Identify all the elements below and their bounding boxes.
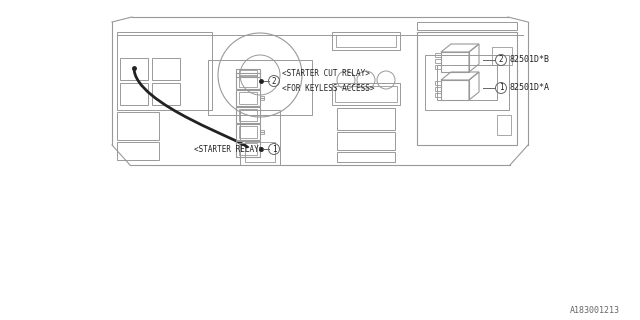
Bar — [117, 32, 212, 110]
Text: 1: 1 — [499, 84, 503, 92]
Bar — [425, 55, 509, 110]
Bar — [435, 93, 441, 97]
Bar — [236, 141, 260, 157]
Text: 1: 1 — [272, 145, 276, 154]
Bar — [120, 58, 148, 80]
Bar — [239, 70, 257, 76]
Bar — [336, 35, 396, 47]
Text: <STARTER RELAY>: <STARTER RELAY> — [194, 145, 264, 154]
Bar — [417, 22, 517, 30]
Text: <FOR KEYLESS ACCESS>: <FOR KEYLESS ACCESS> — [282, 84, 374, 93]
Bar — [239, 75, 257, 87]
Bar — [435, 65, 441, 69]
Bar — [236, 107, 260, 123]
Bar — [497, 115, 511, 135]
Bar — [260, 130, 264, 134]
Bar — [332, 83, 400, 105]
Bar — [260, 96, 264, 100]
Bar — [435, 87, 441, 91]
Bar — [152, 83, 180, 105]
Bar — [437, 65, 497, 100]
Text: <STARTER CUT RELAY>: <STARTER CUT RELAY> — [282, 69, 370, 78]
Bar — [240, 110, 280, 165]
Bar — [335, 86, 397, 102]
Bar — [236, 69, 260, 77]
Bar — [117, 112, 159, 140]
Bar — [435, 59, 441, 63]
Bar — [435, 53, 441, 57]
Text: 2: 2 — [499, 55, 503, 65]
Bar — [441, 80, 469, 100]
Text: 82501D*A: 82501D*A — [509, 84, 549, 92]
Bar — [239, 92, 257, 104]
Bar — [245, 142, 275, 162]
Bar — [332, 32, 400, 50]
Bar — [117, 142, 159, 160]
Bar — [120, 83, 148, 105]
Bar — [236, 90, 260, 106]
Bar — [337, 132, 395, 150]
Bar — [435, 81, 441, 85]
Bar — [236, 124, 260, 140]
Text: A183001213: A183001213 — [570, 306, 620, 315]
Bar — [337, 108, 395, 130]
Bar — [236, 73, 260, 89]
Bar — [492, 47, 512, 65]
Bar — [441, 52, 469, 72]
Bar — [337, 152, 395, 162]
Bar — [239, 126, 257, 138]
Text: 82501D*B: 82501D*B — [509, 55, 549, 65]
Bar — [417, 32, 517, 145]
Bar — [239, 109, 257, 121]
Bar — [208, 60, 312, 115]
Bar — [239, 143, 257, 155]
Bar — [152, 58, 180, 80]
Text: 2: 2 — [272, 76, 276, 85]
